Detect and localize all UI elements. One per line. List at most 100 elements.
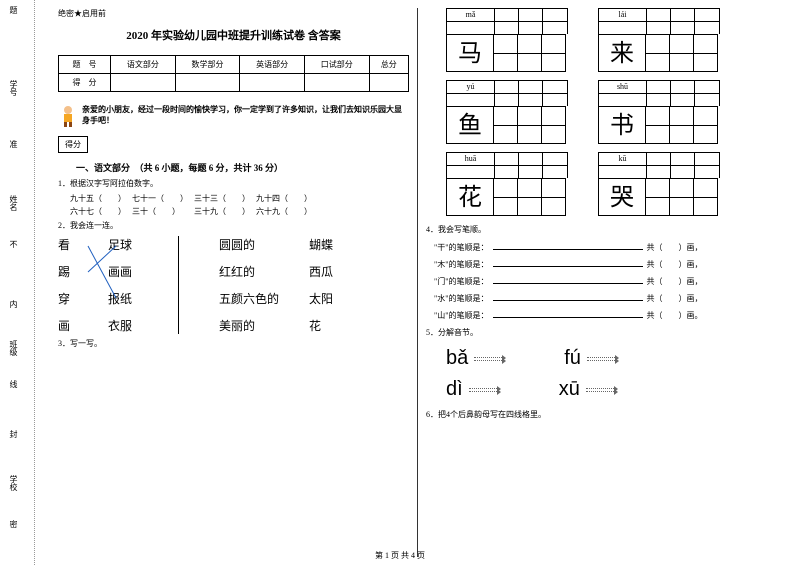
right-column: mǎ马lái来yú鱼shū书huā花kū哭 4．我会写笔顺。 "干"的笔顺是：共… [418,8,785,557]
pinyin-cell [519,81,543,93]
match-item: 画画 [108,263,168,280]
th-english: 英语部分 [240,56,305,74]
char-practice-grid [494,178,566,216]
pinyin-cell [519,22,543,34]
pinyin-cell [695,81,719,93]
pinyin-cell [495,9,519,21]
pinyin-cell [599,22,647,34]
pinyin-item: bǎ [446,347,504,370]
pinyin-cell [695,166,719,178]
match-item: 报纸 [108,290,168,307]
th-oral: 口试部分 [304,56,369,74]
char-practice-grid [494,106,566,144]
q1-item: 六十七（ ） [70,207,122,216]
pinyin-item: dì [446,378,499,401]
stroke-line: "水"的笔顺是：共（ ）画， [426,293,777,304]
pinyin-cell [543,22,567,34]
char-practice-grid [646,178,718,216]
match-item: 衣服 [108,317,168,334]
match-item: 太阳 [309,290,349,307]
q1-row2: 六十七（ ） 三十（ ） 三十九（ ） 六十九（ ） [70,206,409,217]
pinyin-cell [647,9,671,21]
q1-row1: 九十五（ ） 七十一（ ） 三十三（ ） 九十四（ ） [70,193,409,204]
char-box: yú 鱼 [446,80,568,144]
pinyin-row [598,165,720,178]
arrow-icon [474,357,504,361]
char-display: 来 [598,34,646,72]
pinyin-text: xū [559,378,580,401]
char-row: 书 [598,106,720,144]
page-footer: 第 1 页 共 4 页 [0,550,800,561]
q1-item: 三十（ ） [132,207,176,216]
pinyin-cell [695,22,719,34]
match-item: 蝴蝶 [309,236,349,253]
th-math: 数学部分 [175,56,240,74]
margin-label: 学号 [8,80,19,96]
char-display: 书 [598,106,646,144]
char-box: shū 书 [598,80,720,144]
match-item: 足球 [108,236,168,253]
blank-line [493,300,643,301]
pinyin-cell [647,94,671,106]
char-practice-grid [494,34,566,72]
arrow-icon [587,357,617,361]
margin-label: 不 [8,240,19,248]
pinyin-cell [543,153,567,165]
char-box-rows: mǎ马lái来yú鱼shū书huā花kū哭 [426,8,777,216]
blank-line [493,266,643,267]
content-area: 绝密★启用前 2020 年实验幼儿园中班提升训练试卷 含答案 题 号 语文部分 … [35,0,800,565]
q2-text: 2．我会连一连。 [58,220,409,232]
q1-item: 七十一（ ） [132,194,184,203]
pinyin-cell [599,166,647,178]
pinyin-cell [647,81,671,93]
pinyin-cell [519,166,543,178]
char-display: 马 [446,34,494,72]
pinyin-cell: yú [447,81,495,93]
pinyin-cell [695,94,719,106]
score-cell [175,74,240,92]
stroke-line: "木"的笔顺是：共（ ）画， [426,259,777,270]
match-item: 穿 [58,290,108,307]
score-table: 题 号 语文部分 数学部分 英语部分 口试部分 总分 得 分 [58,55,409,92]
match-col-4: 蝴蝶 西瓜 太阳 花 [309,236,349,334]
pinyin-cell [495,94,519,106]
margin-label: 班级 [8,340,19,356]
char-box: kū哭 [598,152,720,216]
margin-label: 学校 [8,475,19,491]
blank-line [493,283,643,284]
char-row: 鱼 [446,106,568,144]
pinyin-row-2: dì xū [446,378,777,401]
left-column: 绝密★启用前 2020 年实验幼儿园中班提升训练试卷 含答案 题 号 语文部分 … [50,8,418,557]
char-row: 马 [446,34,568,72]
char-practice-grid [646,106,718,144]
q1-item: 九十五（ ） [70,194,122,203]
pinyin-row-1: bǎ fú [446,347,777,370]
pinyin-text: bǎ [446,347,468,370]
margin-label: 密 [8,520,19,528]
pinyin-cell: shū [599,81,647,93]
pinyin-cell [543,9,567,21]
margin-label: 姓名 [8,195,19,211]
q4-title: 4．我会写笔顺。 [426,224,777,236]
pinyin-row: shū [598,80,720,93]
char-box: lái来 [598,8,720,72]
section-1-title: 一、语文部分 （共 6 小题，每题 6 分，共计 36 分） [58,161,409,174]
pinyin-text: fú [564,347,581,370]
stroke-line: "门"的笔顺是：共（ ）画， [426,276,777,287]
binding-margin: 题 学号 准 姓名 不 内 班级 线 封 学校 密 [0,0,35,565]
char-box-row: huā花kū哭 [426,152,777,216]
char-row: 哭 [598,178,720,216]
pinyin-cell [519,153,543,165]
match-item: 画 [58,317,108,334]
pinyin-cell [695,153,719,165]
pinyin-cell [447,166,495,178]
blank-line [493,249,643,250]
pinyin-row [598,93,720,106]
child-icon [58,104,78,128]
arrow-icon [586,388,616,392]
pinyin-cell [671,22,695,34]
margin-label: 准 [8,140,19,148]
char-display: 哭 [598,178,646,216]
q1-item: 九十四（ ） [256,194,312,203]
pinyin-row [446,93,568,106]
